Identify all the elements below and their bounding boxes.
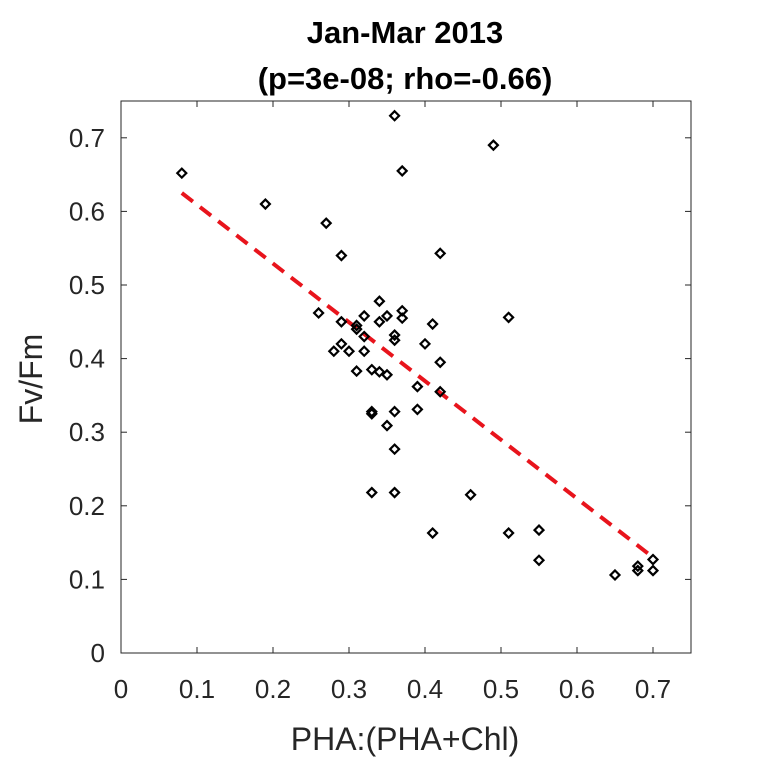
- data-point: [373, 295, 386, 308]
- data-point: [388, 486, 401, 499]
- x-axis-label: PHA:(PHA+Chl): [291, 721, 520, 757]
- data-point: [327, 345, 340, 358]
- x-tick-label: 0: [114, 674, 128, 704]
- data-point: [358, 345, 371, 358]
- chart-title: Jan-Mar 2013: [307, 15, 503, 50]
- y-tick-label: 0.6: [69, 196, 105, 226]
- x-tick-label: 0.1: [179, 674, 215, 704]
- x-tick-label: 0.4: [407, 674, 443, 704]
- data-point: [365, 407, 378, 420]
- data-point: [335, 315, 348, 328]
- data-point: [411, 380, 424, 393]
- data-point: [373, 315, 386, 328]
- plot-area: [120, 100, 692, 654]
- y-tick-label: 0.3: [69, 417, 105, 447]
- data-point: [487, 139, 500, 152]
- data-point: [380, 368, 394, 381]
- axes-box: [120, 100, 692, 654]
- data-point: [502, 526, 515, 540]
- data-point: [380, 419, 394, 432]
- chart-subtitle: (p=3e-08; rho=-0.66): [258, 61, 553, 96]
- data-point: [365, 405, 378, 418]
- data-point: [434, 385, 447, 398]
- y-axis: 0 0.1 0.2 0.3 0.4 0.5 0.6 0.7: [69, 123, 691, 668]
- data-point: [358, 309, 371, 322]
- data-point: [646, 564, 660, 577]
- data-point: [335, 249, 348, 262]
- data-point: [426, 317, 439, 331]
- y-tick-label: 0.5: [69, 270, 105, 300]
- data-point: [396, 164, 409, 177]
- data-point: [342, 345, 356, 358]
- x-axis: 0 0.1 0.2 0.3 0.4 0.5 0.6 0.7: [114, 101, 671, 704]
- y-tick-label: 0.2: [69, 491, 105, 521]
- data-point: [532, 524, 546, 537]
- data-point: [259, 197, 272, 211]
- x-tick-label: 0.3: [331, 674, 367, 704]
- data-point: [373, 365, 386, 378]
- data-point: [418, 337, 432, 350]
- data-point: [350, 365, 363, 378]
- data-points: [175, 109, 660, 582]
- data-point: [335, 337, 348, 350]
- data-point: [426, 526, 439, 540]
- data-point: [320, 217, 333, 230]
- data-point: [365, 363, 378, 376]
- data-point: [396, 312, 409, 325]
- y-tick-label: 0: [91, 638, 105, 668]
- data-point: [358, 330, 371, 343]
- data-point: [380, 309, 394, 322]
- data-point: [464, 488, 477, 501]
- y-axis-label: Fv/Fm: [13, 334, 49, 425]
- y-tick-label: 0.4: [69, 344, 105, 374]
- data-point: [608, 568, 622, 582]
- data-point: [388, 443, 401, 456]
- data-point: [631, 560, 644, 573]
- data-point: [646, 553, 660, 566]
- data-point: [434, 247, 447, 260]
- y-tick-label: 0.1: [69, 564, 105, 594]
- x-tick-label: 0.2: [255, 674, 291, 704]
- data-point: [175, 167, 188, 180]
- data-point: [350, 319, 363, 332]
- data-point: [365, 486, 378, 499]
- data-point: [434, 356, 447, 369]
- data-point: [388, 328, 401, 342]
- x-tick-label: 0.6: [559, 674, 595, 704]
- data-point: [411, 403, 424, 416]
- x-tick-label: 0.5: [483, 674, 519, 704]
- data-point: [388, 405, 401, 418]
- data-point: [631, 564, 644, 577]
- data-point: [388, 109, 401, 122]
- data-point: [388, 334, 401, 347]
- x-tick-label: 0.7: [635, 674, 671, 704]
- regression-fit-line: [180, 191, 655, 559]
- data-point: [396, 304, 409, 317]
- data-point: [502, 311, 515, 324]
- data-point: [532, 554, 546, 567]
- y-tick-label: 0.7: [69, 123, 105, 153]
- data-point: [312, 306, 325, 320]
- fit-line-group: [180, 191, 655, 559]
